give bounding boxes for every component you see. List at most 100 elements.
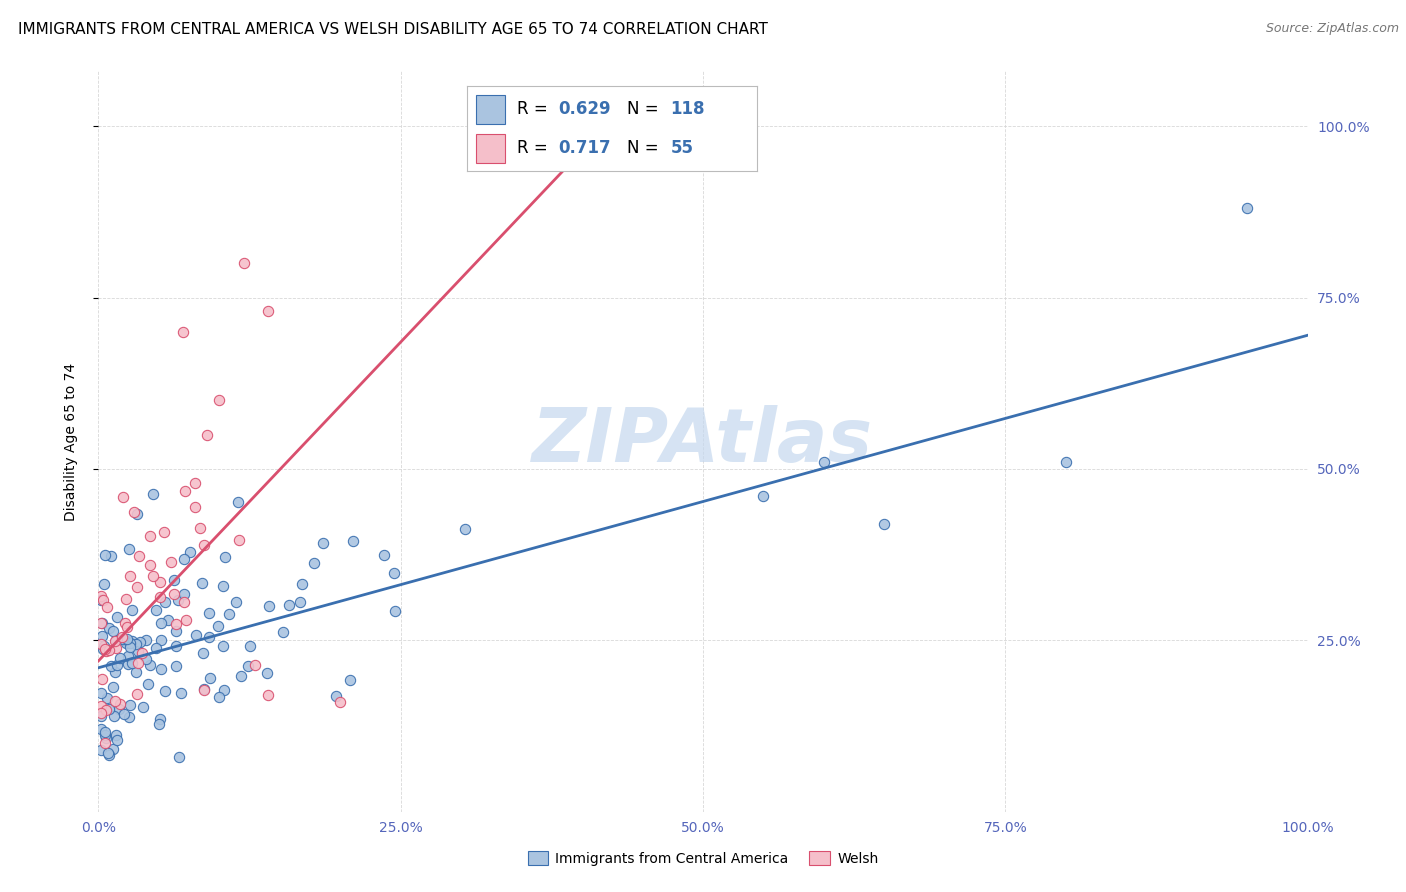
- Point: [135, 652, 157, 666]
- Point: [149, 591, 172, 605]
- Point: [91, 592, 114, 607]
- Point: [105, 609, 128, 624]
- Point: [115, 620, 138, 634]
- Point: [118, 710, 141, 724]
- Point: [148, 712, 170, 726]
- Point: [1236, 202, 1258, 216]
- Point: [153, 525, 176, 540]
- Point: [96, 600, 118, 615]
- Point: [93, 642, 115, 657]
- Point: [184, 628, 207, 642]
- Point: [105, 657, 128, 672]
- Point: [127, 687, 149, 701]
- Point: [198, 607, 221, 621]
- Point: [128, 549, 150, 564]
- Point: [145, 603, 167, 617]
- Point: [173, 484, 195, 499]
- Point: [117, 649, 139, 664]
- Point: [1054, 455, 1077, 469]
- Point: [142, 569, 165, 583]
- Point: [94, 703, 117, 717]
- Text: Source: ZipAtlas.com: Source: ZipAtlas.com: [1265, 22, 1399, 36]
- Point: [110, 651, 132, 665]
- Point: [90, 709, 112, 723]
- Point: [117, 657, 139, 671]
- Point: [90, 592, 112, 607]
- Point: [191, 646, 214, 660]
- Point: [127, 644, 149, 658]
- Point: [111, 630, 134, 644]
- Point: [94, 728, 117, 742]
- Point: [104, 634, 127, 648]
- Point: [96, 691, 118, 706]
- Point: [232, 256, 254, 270]
- Point: [256, 666, 278, 681]
- Point: [125, 507, 148, 521]
- Point: [100, 658, 122, 673]
- Point: [121, 656, 143, 670]
- Point: [90, 615, 112, 630]
- Point: [752, 489, 775, 503]
- Point: [329, 695, 352, 709]
- Point: [118, 542, 141, 557]
- Point: [149, 574, 172, 589]
- Point: [207, 619, 229, 633]
- Point: [150, 615, 173, 630]
- Point: [195, 427, 218, 442]
- Point: [97, 702, 120, 716]
- Point: [373, 548, 395, 562]
- Point: [90, 742, 112, 756]
- Point: [132, 700, 155, 714]
- Point: [172, 325, 194, 339]
- Point: [114, 615, 136, 630]
- Point: [94, 549, 117, 563]
- Point: [120, 640, 142, 654]
- Point: [108, 697, 131, 711]
- Point: [198, 630, 221, 644]
- Point: [90, 698, 112, 713]
- Point: [103, 694, 125, 708]
- Point: [93, 736, 115, 750]
- Point: [176, 614, 198, 628]
- Point: [125, 637, 148, 651]
- Point: [384, 604, 406, 618]
- Point: [121, 634, 143, 648]
- Point: [454, 522, 477, 536]
- Point: [90, 722, 112, 736]
- Point: [173, 594, 195, 608]
- Point: [107, 702, 129, 716]
- Point: [111, 632, 134, 646]
- Point: [325, 689, 347, 703]
- Point: [382, 566, 405, 581]
- Point: [193, 538, 215, 552]
- Point: [225, 595, 247, 609]
- Point: [111, 490, 134, 504]
- Point: [98, 621, 121, 635]
- Point: [98, 748, 121, 763]
- Point: [127, 657, 149, 671]
- Point: [150, 633, 173, 648]
- Point: [302, 556, 325, 570]
- Point: [125, 580, 148, 594]
- Point: [873, 516, 896, 531]
- Point: [226, 494, 249, 508]
- Point: [90, 589, 112, 603]
- Point: [98, 643, 121, 657]
- Point: [104, 632, 127, 647]
- Point: [100, 549, 122, 563]
- Point: [101, 742, 124, 756]
- Point: [257, 599, 280, 613]
- Point: [104, 640, 127, 655]
- Point: [129, 634, 152, 648]
- Point: [115, 592, 138, 607]
- Point: [165, 639, 187, 653]
- Point: [149, 662, 172, 676]
- Point: [191, 576, 214, 591]
- Point: [165, 617, 187, 632]
- Point: [193, 683, 215, 698]
- Point: [104, 665, 127, 680]
- Point: [239, 639, 262, 653]
- Point: [212, 640, 235, 654]
- Point: [120, 569, 142, 583]
- Point: [312, 536, 335, 550]
